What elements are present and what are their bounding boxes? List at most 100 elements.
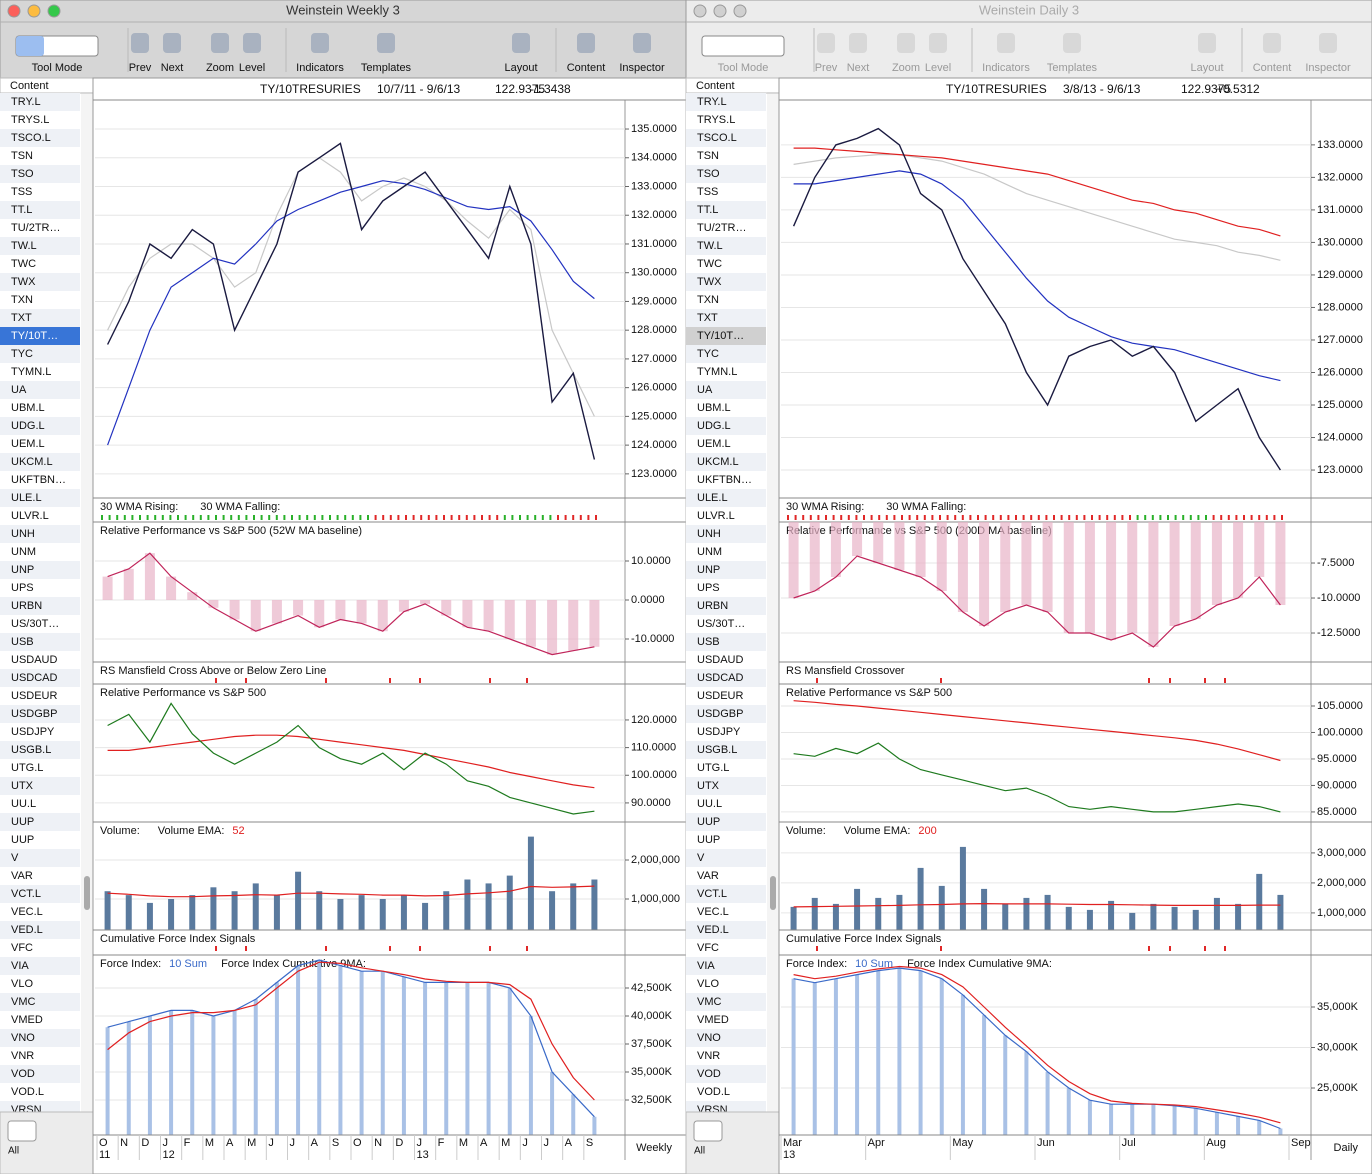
list-row[interactable]	[0, 129, 80, 147]
list-row[interactable]	[686, 399, 766, 417]
list-row[interactable]	[0, 759, 80, 777]
list-row[interactable]	[686, 471, 766, 489]
gear-button[interactable]	[693, 1120, 723, 1142]
toolbar-icon[interactable]	[997, 33, 1015, 53]
list-row[interactable]	[0, 957, 80, 975]
toolbar-icon[interactable]	[849, 33, 867, 53]
list-row[interactable]	[0, 561, 80, 579]
list-row[interactable]	[686, 1029, 766, 1047]
list-row[interactable]	[0, 489, 80, 507]
list-row[interactable]	[686, 687, 766, 705]
list-row[interactable]	[0, 111, 80, 129]
gear-button[interactable]	[7, 1120, 37, 1142]
list-row[interactable]	[686, 111, 766, 129]
list-row[interactable]	[686, 327, 766, 345]
list-row[interactable]	[0, 201, 80, 219]
toolbar-icon[interactable]	[1319, 33, 1337, 53]
list-row[interactable]	[0, 795, 80, 813]
list-row[interactable]	[0, 453, 80, 471]
list-row[interactable]	[686, 921, 766, 939]
list-row[interactable]	[0, 327, 80, 345]
list-row[interactable]	[0, 1047, 80, 1065]
list-row[interactable]	[0, 543, 80, 561]
list-row[interactable]	[686, 363, 766, 381]
list-row[interactable]	[0, 345, 80, 363]
list-row[interactable]	[686, 129, 766, 147]
toolbar-icon[interactable]	[377, 33, 395, 53]
list-row[interactable]	[686, 1083, 766, 1101]
list-row[interactable]	[686, 93, 766, 111]
list-row[interactable]	[686, 993, 766, 1011]
list-row[interactable]	[686, 489, 766, 507]
list-row[interactable]	[0, 291, 80, 309]
list-row[interactable]	[686, 795, 766, 813]
list-row[interactable]	[686, 165, 766, 183]
toolbar-icon[interactable]	[1063, 33, 1081, 53]
window-button[interactable]	[7, 4, 21, 18]
list-row[interactable]	[686, 939, 766, 957]
list-row[interactable]	[686, 633, 766, 651]
toolbar-icon[interactable]	[633, 33, 651, 53]
list-row[interactable]	[0, 867, 80, 885]
list-row[interactable]	[686, 345, 766, 363]
list-row[interactable]	[0, 309, 80, 327]
list-row[interactable]	[0, 939, 80, 957]
list-row[interactable]	[686, 525, 766, 543]
list-row[interactable]	[686, 579, 766, 597]
list-row[interactable]	[0, 579, 80, 597]
list-row[interactable]	[686, 183, 766, 201]
toolbar-icon[interactable]	[131, 33, 149, 53]
list-row[interactable]	[686, 849, 766, 867]
list-row[interactable]	[0, 219, 80, 237]
toolbar-icon[interactable]	[817, 33, 835, 53]
list-row[interactable]	[0, 849, 80, 867]
toolbar-icon[interactable]	[243, 33, 261, 53]
list-row[interactable]	[0, 237, 80, 255]
window-button[interactable]	[27, 4, 41, 18]
list-row[interactable]	[0, 381, 80, 399]
list-row[interactable]	[686, 615, 766, 633]
list-row[interactable]	[0, 1083, 80, 1101]
list-row[interactable]	[686, 543, 766, 561]
toolbar-icon[interactable]	[929, 33, 947, 53]
toolbar-icon[interactable]	[577, 33, 595, 53]
list-row[interactable]	[686, 903, 766, 921]
tool-mode-control[interactable]	[701, 35, 785, 57]
list-row[interactable]	[686, 1011, 766, 1029]
list-row[interactable]	[0, 921, 80, 939]
list-row[interactable]	[0, 363, 80, 381]
toolbar-icon[interactable]	[512, 33, 530, 53]
list-row[interactable]	[0, 669, 80, 687]
list-row[interactable]	[686, 237, 766, 255]
list-row[interactable]	[686, 507, 766, 525]
list-row[interactable]	[0, 777, 80, 795]
list-row[interactable]	[0, 435, 80, 453]
list-row[interactable]	[686, 597, 766, 615]
list-row[interactable]	[686, 885, 766, 903]
list-row[interactable]	[686, 309, 766, 327]
list-row[interactable]	[0, 831, 80, 849]
list-row[interactable]	[686, 417, 766, 435]
list-row[interactable]	[0, 687, 80, 705]
list-row[interactable]	[686, 651, 766, 669]
window-button[interactable]	[733, 4, 747, 18]
list-row[interactable]	[0, 723, 80, 741]
scroll-thumb[interactable]	[84, 876, 90, 910]
list-row[interactable]	[0, 255, 80, 273]
list-row[interactable]	[686, 831, 766, 849]
list-row[interactable]	[686, 723, 766, 741]
list-row[interactable]	[686, 1065, 766, 1083]
toolbar-icon[interactable]	[211, 33, 229, 53]
list-row[interactable]	[0, 993, 80, 1011]
list-row[interactable]	[0, 1011, 80, 1029]
list-row[interactable]	[0, 903, 80, 921]
list-row[interactable]	[0, 183, 80, 201]
toolbar-icon[interactable]	[163, 33, 181, 53]
list-row[interactable]	[0, 615, 80, 633]
list-row[interactable]	[686, 741, 766, 759]
list-row[interactable]	[0, 1065, 80, 1083]
list-row[interactable]	[686, 777, 766, 795]
list-row[interactable]	[686, 219, 766, 237]
list-row[interactable]	[686, 273, 766, 291]
list-row[interactable]	[686, 561, 766, 579]
